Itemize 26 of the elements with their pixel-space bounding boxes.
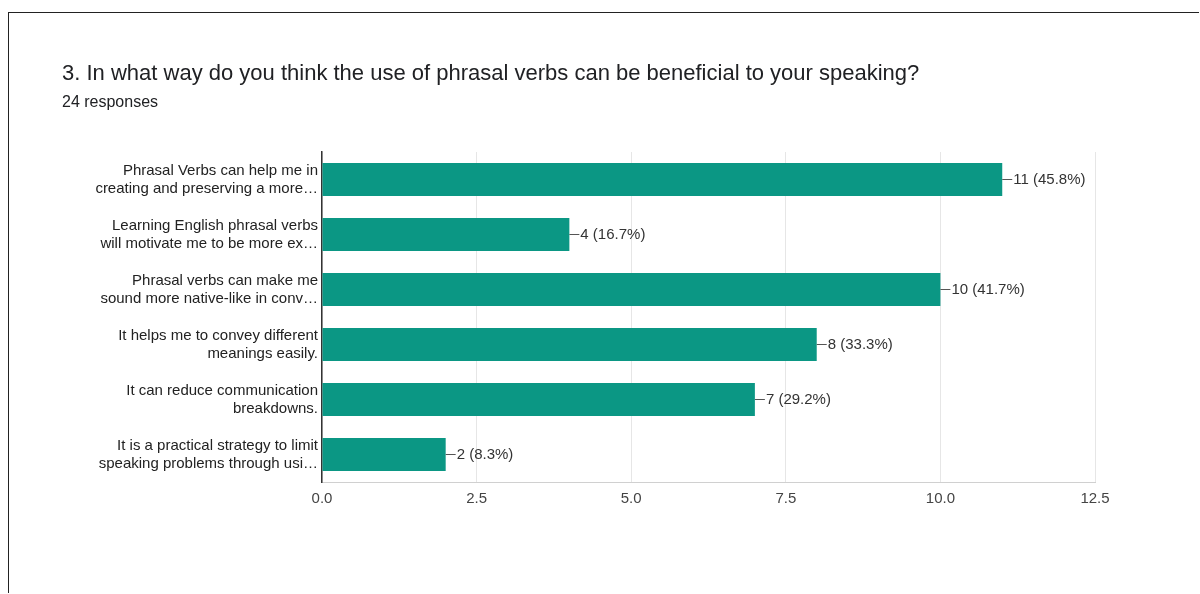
x-tick-label: 7.5	[775, 489, 797, 507]
y-tick-label: It can reduce communication breakdowns.	[126, 380, 318, 416]
x-tick-label: 0.0	[311, 489, 333, 507]
bar	[322, 273, 941, 306]
bar	[322, 328, 817, 361]
x-tick-label: 12.5	[1080, 489, 1110, 507]
data-label: 2 (8.3%)	[456, 444, 514, 462]
x-tick-label: 10.0	[925, 489, 955, 507]
data-label: 7 (29.2%)	[765, 389, 831, 407]
y-tick-label: Phrasal Verbs can help me in creating and preserving a more…	[95, 160, 318, 196]
y-tick-label: Learning English phrasal verbs will motivate me to be more ex…	[99, 215, 318, 251]
y-tick-label: It is a practical strategy to limit speaking problems through usi…	[98, 435, 319, 471]
bar	[322, 383, 755, 416]
y-tick-label: It helps me to convey different meanings easily.	[118, 325, 319, 361]
bar	[322, 218, 570, 251]
x-tick-label: 2.5	[466, 489, 488, 507]
bar	[322, 438, 446, 471]
x-tick-label: 5.0	[620, 489, 642, 507]
y-tick-label: Phrasal verbs can make me sound more native-like in conv…	[100, 270, 318, 306]
text: 24 responses	[62, 93, 159, 111]
bar	[322, 163, 1003, 196]
data-label: 4 (16.7%)	[580, 224, 646, 242]
data-label: 11 (45.8%)	[1013, 169, 1086, 187]
chart-title: 3. In what way do you think the use of phrasal verbs can be beneficial to your speaking?	[62, 60, 920, 86]
data-label: 10 (41.7%)	[951, 279, 1025, 297]
data-label: 8 (33.3%)	[827, 334, 893, 352]
